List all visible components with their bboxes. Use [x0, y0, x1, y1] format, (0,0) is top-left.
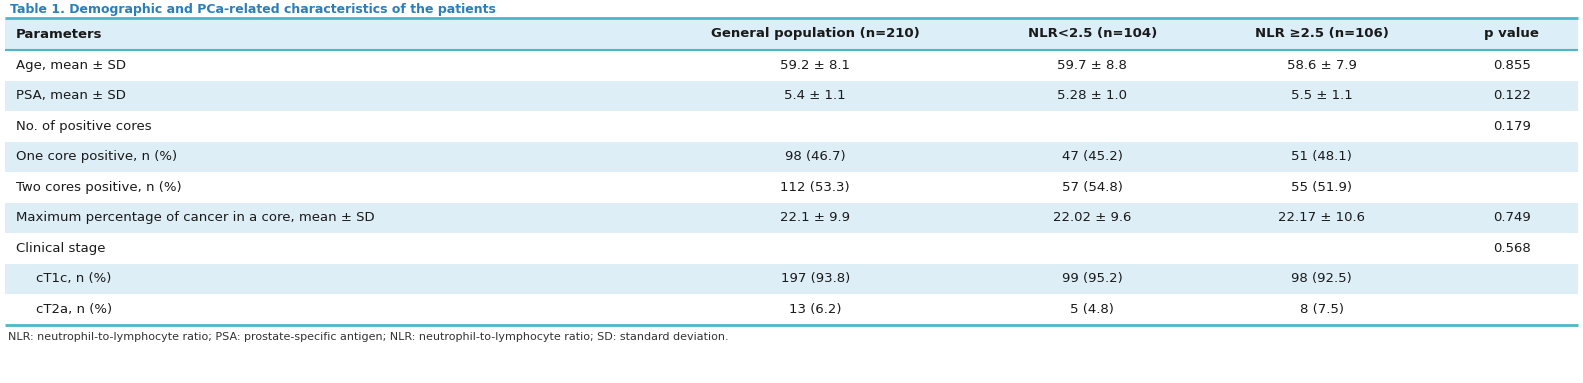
Text: Two cores positive, n (%): Two cores positive, n (%)	[16, 181, 182, 194]
FancyBboxPatch shape	[5, 50, 1578, 80]
Text: 55 (51.9): 55 (51.9)	[1292, 181, 1352, 194]
Text: cT1c, n (%): cT1c, n (%)	[36, 272, 111, 285]
Text: 51 (48.1): 51 (48.1)	[1292, 150, 1352, 163]
Text: 22.1 ± 9.9: 22.1 ± 9.9	[780, 211, 850, 224]
Text: No. of positive cores: No. of positive cores	[16, 120, 152, 133]
Text: PSA, mean ± SD: PSA, mean ± SD	[16, 89, 125, 102]
Text: 13 (6.2): 13 (6.2)	[788, 303, 842, 316]
FancyBboxPatch shape	[5, 141, 1578, 172]
Text: 47 (45.2): 47 (45.2)	[1062, 150, 1122, 163]
Text: Table 1. Demographic and PCa-related characteristics of the patients: Table 1. Demographic and PCa-related cha…	[9, 3, 495, 16]
Text: Maximum percentage of cancer in a core, mean ± SD: Maximum percentage of cancer in a core, …	[16, 211, 375, 224]
Text: 59.2 ± 8.1: 59.2 ± 8.1	[780, 59, 850, 72]
Text: p value: p value	[1485, 28, 1539, 41]
Text: 5.4 ± 1.1: 5.4 ± 1.1	[785, 89, 845, 102]
FancyBboxPatch shape	[5, 203, 1578, 233]
Text: 22.17 ± 10.6: 22.17 ± 10.6	[1279, 211, 1365, 224]
Text: 0.122: 0.122	[1493, 89, 1531, 102]
Text: 8 (7.5): 8 (7.5)	[1300, 303, 1344, 316]
Text: 57 (54.8): 57 (54.8)	[1062, 181, 1122, 194]
Text: One core positive, n (%): One core positive, n (%)	[16, 150, 177, 163]
Text: 22.02 ± 9.6: 22.02 ± 9.6	[1053, 211, 1132, 224]
Text: Clinical stage: Clinical stage	[16, 242, 106, 255]
Text: 5.5 ± 1.1: 5.5 ± 1.1	[1290, 89, 1353, 102]
FancyBboxPatch shape	[5, 233, 1578, 264]
Text: 0.179: 0.179	[1493, 120, 1531, 133]
Text: 58.6 ± 7.9: 58.6 ± 7.9	[1287, 59, 1357, 72]
Text: 0.749: 0.749	[1493, 211, 1531, 224]
Text: Age, mean ± SD: Age, mean ± SD	[16, 59, 127, 72]
Text: cT2a, n (%): cT2a, n (%)	[36, 303, 112, 316]
Text: 0.855: 0.855	[1493, 59, 1531, 72]
Text: NLR<2.5 (n=104): NLR<2.5 (n=104)	[1027, 28, 1157, 41]
Text: 59.7 ± 8.8: 59.7 ± 8.8	[1057, 59, 1127, 72]
FancyBboxPatch shape	[5, 18, 1578, 50]
Text: NLR ≥2.5 (n=106): NLR ≥2.5 (n=106)	[1255, 28, 1388, 41]
Text: 99 (95.2): 99 (95.2)	[1062, 272, 1122, 285]
Text: 0.568: 0.568	[1493, 242, 1531, 255]
FancyBboxPatch shape	[5, 264, 1578, 294]
FancyBboxPatch shape	[5, 294, 1578, 324]
Text: 5.28 ± 1.0: 5.28 ± 1.0	[1057, 89, 1127, 102]
FancyBboxPatch shape	[5, 172, 1578, 203]
FancyBboxPatch shape	[5, 111, 1578, 141]
Text: 98 (92.5): 98 (92.5)	[1292, 272, 1352, 285]
Text: Parameters: Parameters	[16, 28, 103, 41]
FancyBboxPatch shape	[5, 80, 1578, 111]
Text: 98 (46.7): 98 (46.7)	[785, 150, 845, 163]
Text: 112 (53.3): 112 (53.3)	[780, 181, 850, 194]
Text: NLR: neutrophil-to-lymphocyte ratio; PSA: prostate-specific antigen; NLR: neutro: NLR: neutrophil-to-lymphocyte ratio; PSA…	[8, 332, 728, 342]
Text: 197 (93.8): 197 (93.8)	[780, 272, 850, 285]
Text: 5 (4.8): 5 (4.8)	[1070, 303, 1114, 316]
Text: General population (n=210): General population (n=210)	[711, 28, 920, 41]
